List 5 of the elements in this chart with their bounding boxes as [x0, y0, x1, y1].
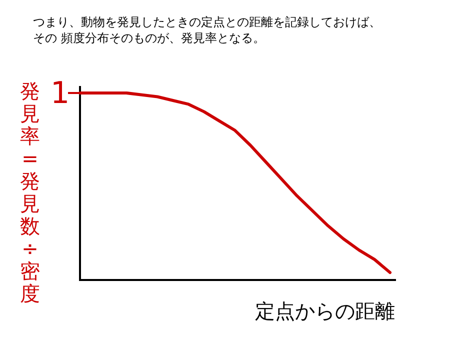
x-axis-title: 定点からの距離	[255, 299, 395, 323]
chart-title: つまり、動物を発見したときの定点との距離を記録しておけば、	[33, 15, 381, 29]
text: 発見率=発見数÷密度	[20, 79, 40, 306]
chart-subtitle: その 頻度分布そのものが、発見率となる。	[33, 31, 265, 45]
text: 1	[50, 76, 70, 111]
